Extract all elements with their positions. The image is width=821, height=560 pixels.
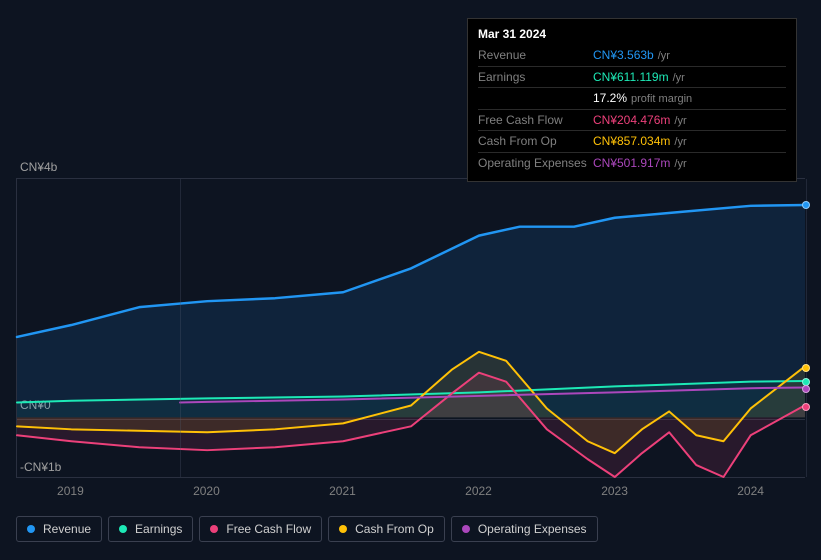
tooltip-suffix: /yr [674, 113, 686, 130]
tooltip-label: Free Cash Flow [478, 111, 593, 130]
tooltip-label [478, 89, 593, 108]
marker-cash-from-op [802, 364, 810, 372]
legend-label: Revenue [43, 522, 91, 536]
tooltip-value: CN¥3.563b [593, 46, 654, 64]
legend-item-revenue[interactable]: Revenue [16, 516, 102, 542]
x-tick: 2024 [737, 484, 764, 498]
x-tick: 2021 [329, 484, 356, 498]
tooltip-row: RevenueCN¥3.563b/yr [478, 45, 786, 66]
marker-revenue [802, 201, 810, 209]
legend-item-cash-from-op[interactable]: Cash From Op [328, 516, 445, 542]
chart-plot-area[interactable] [16, 178, 805, 478]
legend-label: Free Cash Flow [226, 522, 311, 536]
legend-item-operating-expenses[interactable]: Operating Expenses [451, 516, 598, 542]
marker-operating-expenses [802, 385, 810, 393]
tooltip-suffix: /yr [673, 70, 685, 87]
tooltip-title: Mar 31 2024 [478, 25, 786, 43]
tooltip-value: CN¥857.034m [593, 132, 670, 150]
tooltip-value: CN¥611.119m [593, 68, 669, 86]
legend-label: Operating Expenses [478, 522, 587, 536]
chart-lines [17, 179, 805, 477]
tooltip-row: 17.2%profit margin [478, 87, 786, 109]
legend-dot-icon [119, 525, 127, 533]
chart-tooltip: Mar 31 2024 RevenueCN¥3.563b/yrEarningsC… [467, 18, 797, 182]
legend-dot-icon [210, 525, 218, 533]
x-tick: 2023 [601, 484, 628, 498]
legend-item-free-cash-flow[interactable]: Free Cash Flow [199, 516, 322, 542]
tooltip-suffix: /yr [658, 48, 670, 65]
legend-item-earnings[interactable]: Earnings [108, 516, 193, 542]
legend-dot-icon [27, 525, 35, 533]
x-tick: 2019 [57, 484, 84, 498]
legend-dot-icon [462, 525, 470, 533]
tooltip-label: Earnings [478, 68, 593, 87]
y-axis-top-label: CN¥4b [20, 160, 57, 174]
tooltip-suffix: /yr [674, 134, 686, 151]
tooltip-suffix: /yr [674, 156, 686, 173]
tooltip-label: Revenue [478, 46, 593, 65]
tooltip-value: 17.2% [593, 89, 627, 107]
cursor-vline [806, 179, 807, 477]
tooltip-row: EarningsCN¥611.119m/yr [478, 66, 786, 88]
legend-label: Cash From Op [355, 522, 434, 536]
chart-legend: Revenue Earnings Free Cash Flow Cash From O… [16, 516, 598, 542]
tooltip-label: Operating Expenses [478, 154, 593, 173]
tooltip-value: CN¥501.917m [593, 154, 670, 172]
x-tick: 2022 [465, 484, 492, 498]
cursor-vline [180, 179, 181, 477]
tooltip-suffix: profit margin [631, 91, 692, 108]
marker-free-cash-flow [802, 403, 810, 411]
tooltip-value: CN¥204.476m [593, 111, 670, 129]
legend-dot-icon [339, 525, 347, 533]
tooltip-row: Cash From OpCN¥857.034m/yr [478, 130, 786, 152]
x-tick: 2020 [193, 484, 220, 498]
tooltip-row: Operating ExpensesCN¥501.917m/yr [478, 152, 786, 174]
legend-label: Earnings [135, 522, 182, 536]
tooltip-label: Cash From Op [478, 132, 593, 151]
tooltip-row: Free Cash FlowCN¥204.476m/yr [478, 109, 786, 131]
